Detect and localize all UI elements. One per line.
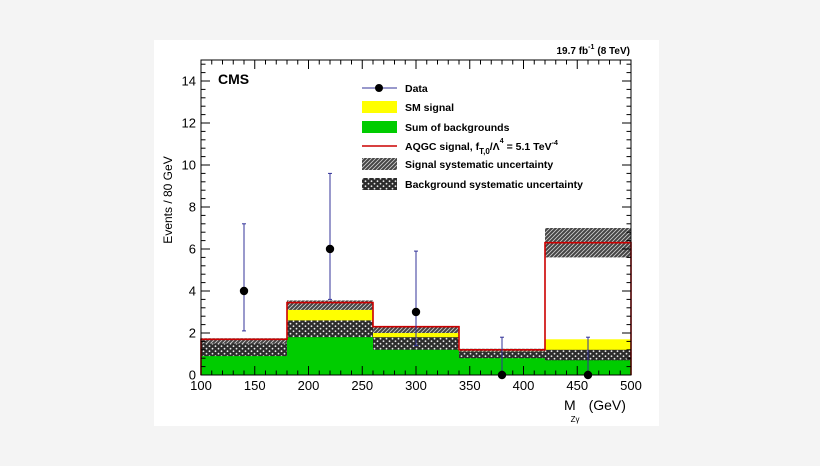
y-tick-label: 6: [189, 242, 196, 257]
x-tick-label: 250: [351, 378, 373, 393]
data-point: [411, 307, 421, 317]
background-bar: [287, 333, 373, 375]
y-tick-label: 4: [189, 284, 196, 299]
background-uncertainty-band: [287, 320, 373, 338]
x-tick-label: 100: [190, 378, 212, 393]
y-axis-title: Events / 80 GeV: [161, 156, 175, 243]
legend-sm-label: SM signal: [405, 102, 454, 114]
y-tick-label: 2: [189, 326, 196, 341]
cms-label: CMS: [218, 71, 249, 87]
legend-aqgc-label: AQGC signal, fT,0/Λ4 = 5.1 TeV-4: [405, 138, 558, 156]
y-tick-label: 12: [182, 116, 196, 131]
x-tick-label: 200: [298, 378, 320, 393]
data-point: [239, 286, 249, 296]
signal-uncertainty-band: [201, 338, 287, 345]
y-tick-label: 14: [182, 74, 196, 89]
legend-sig-unc-swatch: [362, 158, 397, 170]
legend-bkg-unc-label: Background systematic uncertainty: [405, 179, 583, 191]
x-axis-title: M Zγ(GeV): [564, 397, 626, 424]
x-tick-label: 150: [244, 378, 266, 393]
figure-canvas: 100 150 200 250 300 350 400 450 500 0 2 4 6 8 10 12 14 C…: [154, 40, 659, 426]
luminosity-label: 19.7 fb-1 (8 TeV): [556, 44, 630, 57]
legend-bkg-unc-swatch: [362, 178, 397, 190]
background-uncertainty-band: [201, 343, 287, 357]
data-points: [239, 172, 593, 380]
legend-bkg-swatch: [362, 121, 397, 133]
y-tick-label: 8: [189, 200, 196, 215]
axes: [200, 59, 632, 376]
y-tick-label: 0: [189, 368, 196, 383]
x-tick-label: 400: [513, 378, 535, 393]
legend-bkg-label: Sum of backgrounds: [405, 122, 510, 134]
legend-sig-unc-label: Signal systematic uncertainty: [405, 159, 553, 171]
data-point: [325, 244, 335, 254]
signal-uncertainty-band: [287, 300, 373, 310]
legend-sm-swatch: [362, 101, 397, 113]
histogram-plot: 100 150 200 250 300 350 400 450 500 0 2 4 6 8 10 12 14 C…: [161, 44, 642, 424]
x-tick-label: 500: [620, 378, 642, 393]
x-tick-label: 300: [405, 378, 427, 393]
background-bar: [201, 354, 287, 375]
tick-labels: 100 150 200 250 300 350 400 450 500 0 2 4 6 8 10 12 14: [182, 74, 642, 394]
legend-data-marker: [375, 84, 383, 92]
legend: Data SM signal Sum of backgrounds AQGC s…: [362, 83, 583, 191]
x-tick-label: 350: [459, 378, 481, 393]
legend-data-label: Data: [405, 83, 428, 95]
x-tick-label: 450: [566, 378, 588, 393]
y-tick-label: 10: [182, 158, 196, 173]
